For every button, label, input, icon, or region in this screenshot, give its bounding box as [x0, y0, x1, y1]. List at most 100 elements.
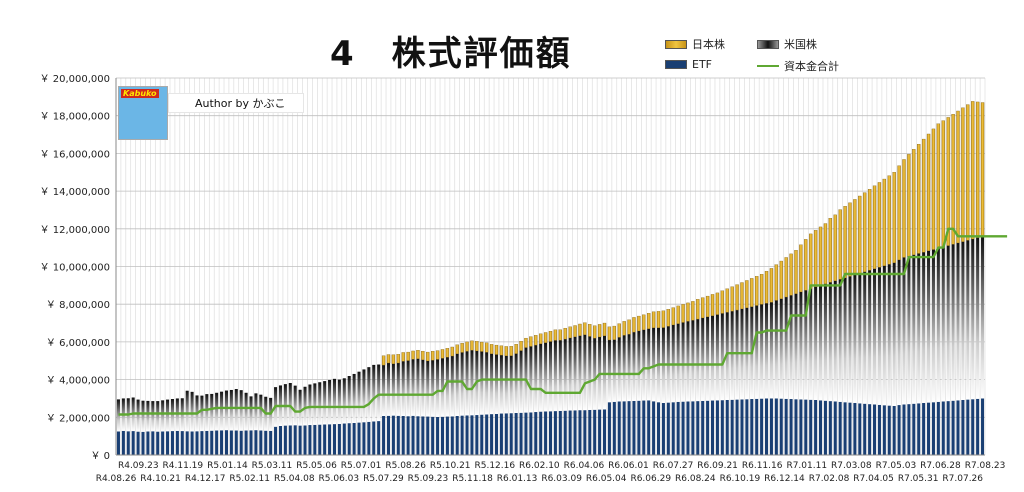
- bar-us-stock: [200, 395, 204, 432]
- bar-us-stock: [686, 321, 690, 402]
- bar-us-stock: [558, 340, 562, 411]
- bar-japan-stock: [804, 239, 808, 291]
- bar-us-stock: [588, 336, 592, 410]
- bar-japan-stock: [651, 311, 656, 328]
- bar-us-stock: [652, 327, 656, 402]
- bar-us-stock: [514, 353, 518, 413]
- bar-us-stock: [352, 373, 356, 423]
- bar-etf: [440, 416, 445, 455]
- bar-etf: [382, 415, 386, 455]
- legend-swatch: [665, 60, 687, 69]
- bar-etf: [583, 410, 587, 455]
- bar-japan-stock: [421, 350, 425, 360]
- bar-japan-stock: [578, 323, 582, 336]
- bar-etf: [573, 410, 577, 455]
- bar-japan-stock: [593, 325, 597, 339]
- bar-etf: [121, 430, 125, 455]
- bar-japan-stock: [833, 214, 837, 281]
- bar-etf: [873, 404, 877, 455]
- bar-etf: [676, 401, 680, 455]
- bar-etf: [976, 398, 980, 455]
- bar-us-stock: [715, 314, 719, 401]
- bar-us-stock: [190, 391, 194, 432]
- bar-us-stock: [534, 345, 538, 413]
- bar-us-stock: [509, 355, 513, 414]
- bar-japan-stock: [784, 257, 788, 298]
- bar-us-stock: [760, 304, 764, 399]
- bar-etf: [612, 401, 616, 455]
- logo-text: Kabuko: [121, 89, 159, 98]
- bar-us-stock: [224, 390, 228, 431]
- bar-us-stock: [966, 240, 970, 400]
- bar-japan-stock: [872, 185, 877, 269]
- bar-etf: [293, 425, 297, 455]
- bar-japan-stock: [401, 352, 405, 362]
- bar-etf: [750, 399, 754, 455]
- bar-japan-stock: [686, 302, 690, 322]
- bar-etf: [838, 401, 842, 455]
- bar-etf: [539, 411, 543, 455]
- bar-etf: [534, 412, 538, 455]
- bar-us-stock: [936, 248, 940, 402]
- bar-etf: [553, 411, 557, 455]
- bar-etf: [765, 398, 769, 455]
- bar-japan-stock: [676, 305, 680, 324]
- x-tick-label-lower: R7.04.05: [853, 474, 894, 484]
- y-tick-label: ￥ 20,000,000: [40, 74, 110, 85]
- bar-etf: [151, 431, 155, 455]
- bar-etf: [701, 400, 705, 455]
- bar-japan-stock: [524, 337, 528, 348]
- bar-us-stock: [676, 323, 680, 402]
- bar-us-stock: [431, 360, 435, 417]
- bar-us-stock: [946, 245, 950, 402]
- bar-japan-stock: [681, 304, 685, 323]
- bar-etf: [166, 431, 170, 455]
- bar-etf: [907, 404, 911, 455]
- bar-etf: [249, 430, 253, 455]
- x-tick-label-lower: R6.03.09: [541, 474, 582, 484]
- bar-japan-stock: [818, 226, 823, 286]
- bar-japan-stock: [573, 325, 577, 337]
- bar-japan-stock: [602, 322, 607, 337]
- bar-us-stock: [976, 237, 980, 399]
- bar-etf: [671, 402, 675, 455]
- bar-us-stock: [602, 335, 607, 410]
- bar-us-stock: [735, 310, 739, 400]
- bar-us-stock: [563, 339, 567, 411]
- chart-bars: [116, 101, 985, 455]
- bar-etf: [897, 405, 901, 455]
- bar-etf: [740, 399, 744, 455]
- bar-us-stock: [573, 336, 577, 411]
- bar-etf: [224, 430, 228, 455]
- bar-japan-stock: [730, 286, 734, 312]
- bar-etf: [475, 415, 479, 455]
- x-tick-label-lower: R5.04.08: [274, 474, 315, 484]
- bar-etf: [229, 430, 233, 455]
- bar-etf: [303, 425, 307, 455]
- bar-us-stock: [931, 249, 935, 403]
- bar-japan-stock: [882, 178, 887, 266]
- bar-us-stock: [298, 389, 302, 426]
- bar-etf: [274, 426, 278, 455]
- bar-etf: [332, 424, 336, 455]
- bar-etf: [460, 415, 464, 455]
- bar-us-stock: [249, 396, 253, 431]
- bar-japan-stock: [701, 297, 705, 319]
- legend-label: ETF: [692, 58, 712, 71]
- bar-us-stock: [789, 295, 793, 400]
- bar-etf: [691, 401, 695, 455]
- x-tick-label-lower: R5.02.11: [229, 474, 270, 484]
- bar-us-stock: [769, 302, 773, 399]
- bar-etf: [912, 403, 916, 455]
- bar-etf: [981, 398, 985, 455]
- bar-us-stock: [141, 400, 145, 432]
- bar-etf: [367, 421, 371, 455]
- bar-etf: [234, 430, 238, 455]
- bar-us-stock: [902, 257, 906, 405]
- bar-us-stock: [293, 385, 297, 426]
- bar-japan-stock: [946, 117, 950, 246]
- bar-us-stock: [426, 360, 430, 417]
- bar-us-stock: [229, 389, 233, 431]
- bar-japan-stock: [902, 159, 906, 258]
- bar-us-stock: [519, 350, 523, 413]
